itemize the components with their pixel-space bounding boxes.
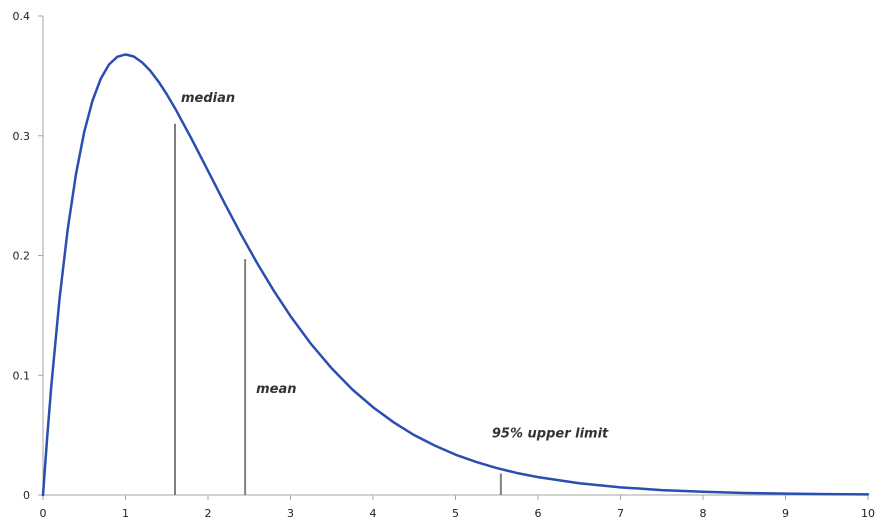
y-tick-label: 0.1: [13, 369, 31, 382]
x-axis: 0 1 2 3 4 5 6 7 8 9 10: [40, 494, 875, 520]
x-tick-label: 0: [40, 507, 47, 520]
series-line: [41, 53, 870, 497]
x-tick-label: 7: [617, 507, 624, 520]
y-axis: 0 0.1 0.2 0.3 0.4: [13, 10, 44, 502]
x-tick-label: 2: [205, 507, 212, 520]
y-tick-label: 0.3: [13, 130, 31, 143]
y-tick-label: 0: [23, 489, 30, 502]
series: [41, 53, 870, 497]
y-tick-label: 0.2: [13, 250, 31, 263]
marker-lines: [174, 123, 502, 495]
x-tick-label: 9: [782, 507, 789, 520]
y-tick-label: 0.4: [13, 10, 31, 23]
marker-label: mean: [256, 382, 296, 397]
x-tick-label: 10: [861, 507, 875, 520]
annotations: median mean 95% upper limit: [181, 91, 609, 442]
x-tick-label: 6: [535, 507, 542, 520]
x-tick-label: 4: [370, 507, 377, 520]
x-tick-label: 5: [452, 507, 459, 520]
marker-label: median: [181, 91, 235, 106]
x-tick-label: 3: [287, 507, 294, 520]
x-tick-label: 8: [700, 507, 707, 520]
x-tick-label: 1: [122, 507, 129, 520]
marker-label: 95% upper limit: [492, 426, 609, 441]
